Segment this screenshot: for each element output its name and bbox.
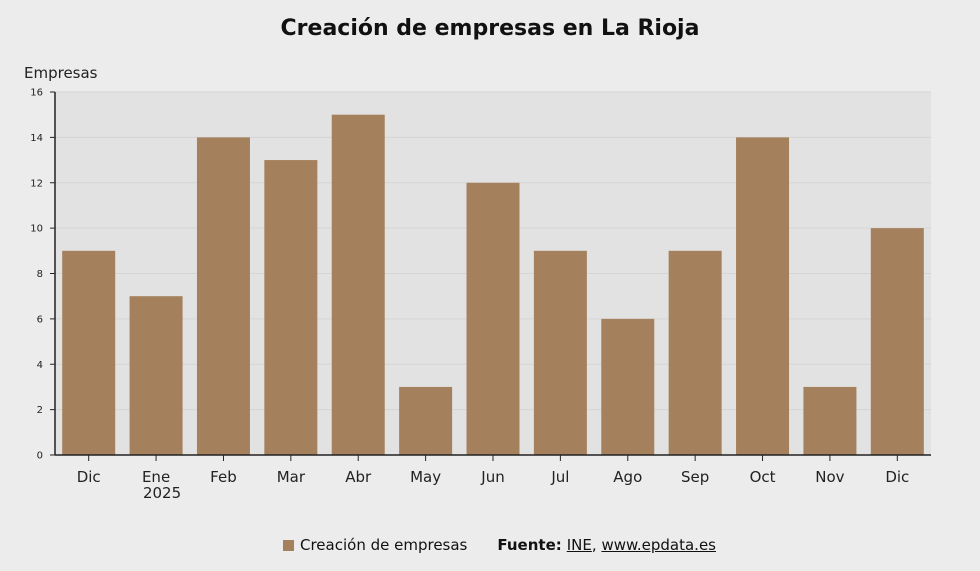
bar <box>399 386 453 455</box>
chart-title: Creación de empresas en La Rioja <box>280 16 700 41</box>
bar <box>331 114 385 455</box>
y-tick-label: 10 <box>30 224 43 235</box>
y-tick-label: 16 <box>30 88 43 99</box>
y-tick-label: 8 <box>37 269 43 280</box>
x-tick-label: Mar <box>277 468 306 486</box>
x-tick-label: Jul <box>550 468 569 486</box>
x-tick-label: Oct <box>750 468 776 486</box>
bars <box>62 114 924 455</box>
source-label: Fuente: <box>497 536 562 554</box>
source-link-epdata[interactable]: www.epdata.es <box>601 536 716 554</box>
y-axis-label: Empresas <box>24 64 98 82</box>
y-tick-label: 12 <box>30 178 43 189</box>
bar <box>264 160 318 455</box>
x-tick-label: Abr <box>345 468 372 486</box>
x-tick-label: May <box>410 468 441 486</box>
bar <box>466 182 520 455</box>
x-tick-label: Sep <box>681 468 709 486</box>
y-tick-label: 0 <box>37 451 43 462</box>
bar <box>62 250 116 455</box>
bar <box>736 137 790 455</box>
y-tick-label: 14 <box>30 133 43 144</box>
x-tick-label: Dic <box>885 468 909 486</box>
bar <box>668 250 722 455</box>
legend-label: Creación de empresas <box>300 536 468 554</box>
bar <box>533 250 587 455</box>
x-tick-label: Ene <box>142 468 170 486</box>
y-tick-label: 2 <box>37 405 43 416</box>
legend: Creación de empresas Fuente: INE, www.ep… <box>283 536 716 554</box>
source-link-ine[interactable]: INE <box>566 536 592 554</box>
y-tick-label: 6 <box>37 314 43 325</box>
x-tick-label: Nov <box>815 468 844 486</box>
x-tick-label: Dic <box>77 468 101 486</box>
legend-swatch <box>283 539 294 551</box>
bar <box>129 296 183 455</box>
y-axis-ticks: 0 2 4 6 8 10 12 14 16 <box>30 88 55 462</box>
bar <box>803 386 857 455</box>
x-tick-label: Jun <box>480 468 504 486</box>
bar <box>196 137 250 455</box>
bar <box>601 318 655 455</box>
source-separator: , <box>591 536 597 554</box>
bar <box>870 228 924 455</box>
x-tick-label: Feb <box>210 468 237 486</box>
y-tick-label: 4 <box>37 360 43 371</box>
x-tick-sublabel: 2025 <box>143 484 181 502</box>
x-tick-label: Ago <box>613 468 642 486</box>
